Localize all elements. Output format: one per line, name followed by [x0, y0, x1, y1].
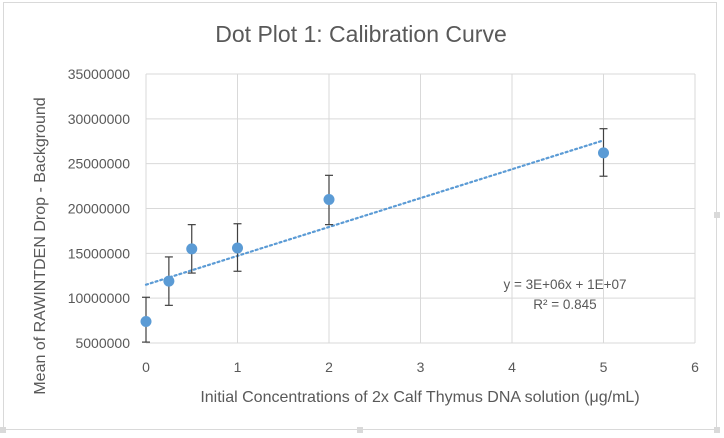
y-tick-label: 20000000	[68, 201, 131, 217]
gridlines	[145, 73, 696, 344]
resize-handle-middle-right[interactable]	[714, 212, 720, 218]
x-tick-label: 3	[417, 359, 425, 375]
resize-handle-bottom-left[interactable]	[0, 427, 6, 433]
data-points	[140, 147, 609, 327]
y-tick-label: 30000000	[68, 111, 131, 127]
y-tick-label: 25000000	[68, 156, 131, 172]
x-axis-label: Initial Concentrations of 2x Calf Thymus…	[200, 389, 639, 406]
data-point	[140, 315, 152, 327]
x-tick-label: 5	[600, 359, 608, 375]
data-point	[186, 243, 198, 255]
trendline	[144, 139, 605, 286]
data-point	[598, 147, 609, 159]
resize-handle-bottom-center[interactable]	[357, 427, 363, 433]
data-point	[163, 275, 175, 287]
x-tick-label: 4	[508, 359, 516, 375]
trendline-r-squared: R² = 0.845	[533, 297, 596, 312]
resize-handle-bottom-right[interactable]	[714, 427, 720, 433]
x-tick-label: 6	[691, 359, 699, 375]
y-axis-label: Mean of RAWINTDEN Drop - Background	[32, 97, 49, 394]
y-tick-label: 5000000	[75, 335, 130, 351]
y-tick-label: 35000000	[68, 66, 131, 82]
y-tick-label: 10000000	[68, 290, 131, 306]
x-tick-label: 2	[325, 359, 333, 375]
chart-title: Dot Plot 1: Calibration Curve	[215, 21, 506, 47]
x-tick-labels: 0 1 2 3 4 5 6	[142, 359, 699, 375]
trendline-group	[144, 139, 605, 286]
y-tick-labels: 5000000 10000000 15000000 20000000 25000000 3…	[68, 66, 131, 351]
data-point	[323, 194, 335, 206]
x-tick-label: 0	[142, 359, 150, 375]
y-tick-label: 15000000	[68, 245, 131, 261]
data-point	[232, 242, 243, 254]
x-tick-label: 1	[234, 359, 242, 375]
chart-area[interactable]	[3, 2, 717, 430]
trendline-equation: y = 3E+06x + 1E+07	[503, 277, 626, 292]
